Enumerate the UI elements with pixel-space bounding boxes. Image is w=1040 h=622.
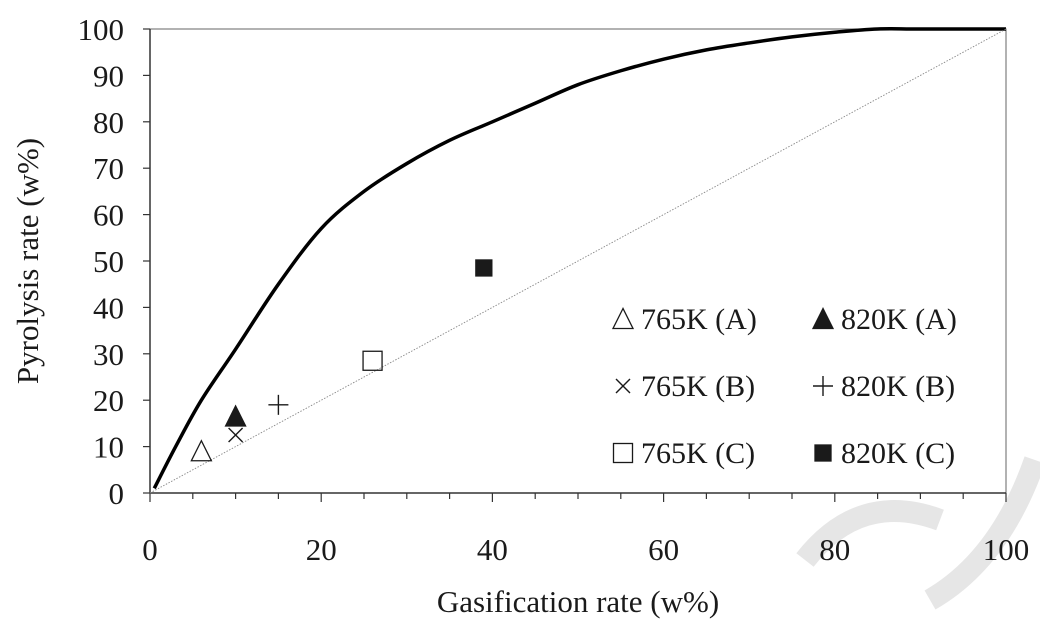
y-tick-label: 70 [93,151,124,186]
x-axis-title: Gasification rate (w%) [437,584,719,619]
legend-marker [813,376,833,396]
y-tick-label: 0 [109,476,125,511]
data-point-triangle-open [190,439,213,462]
legend-label: 765K (A) [641,303,757,336]
curves [149,27,1007,494]
data-point-square-open [362,350,383,371]
x-tick-label: 100 [983,532,1030,567]
legend-label: 820K (C) [841,437,955,470]
legend: 765K (A) 820K (A) 765K (B) 820K (B) 765K (C)… [611,303,957,470]
y-tick-label: 50 [93,244,124,279]
legend-label: 820K (B) [841,370,955,403]
x-tick-label: 80 [819,532,850,567]
watermark-arc-2 [924,456,1040,610]
x-ticks: 0 20 40 60 80 100 [142,493,1029,567]
data-point-x [228,427,244,443]
legend-marker [615,378,631,394]
legend-label: 765K (B) [641,370,755,403]
y-tick-label: 60 [93,198,124,233]
data-point-square-filled [475,259,493,277]
legend-marker [611,307,635,330]
legend-marker [814,444,832,462]
y-ticks: 0 10 20 30 40 50 60 70 80 90 100 [78,12,150,511]
diagonal-reference-line [149,28,1007,494]
data-markers [190,259,493,462]
y-tick-label: 10 [93,430,124,465]
y-tick-label: 80 [93,105,124,140]
x-marker-stroke [615,378,631,394]
watermark-arc-1 [796,500,944,567]
x-tick-label: 40 [477,532,508,567]
legend-marker [811,307,835,330]
data-point-triangle-filled [224,404,247,427]
legend-marker [612,442,634,464]
y-tick-label: 30 [93,337,124,372]
legend-label: 765K (C) [641,437,755,470]
watermark [796,456,1040,610]
data-point-plus [268,394,289,415]
y-tick-label: 100 [78,12,125,47]
y-tick-label: 20 [93,383,124,418]
y-axis-title: Pyrolysis rate (w%) [10,138,45,384]
y-tick-label: 90 [93,58,124,93]
x-tick-label: 60 [648,532,679,567]
x-tick-label: 0 [142,532,158,567]
fitted-curve [152,27,1006,490]
x-marker-stroke [228,427,244,443]
y-tick-label: 40 [93,290,124,325]
x-tick-label: 20 [306,532,337,567]
legend-label: 820K (A) [841,303,957,336]
